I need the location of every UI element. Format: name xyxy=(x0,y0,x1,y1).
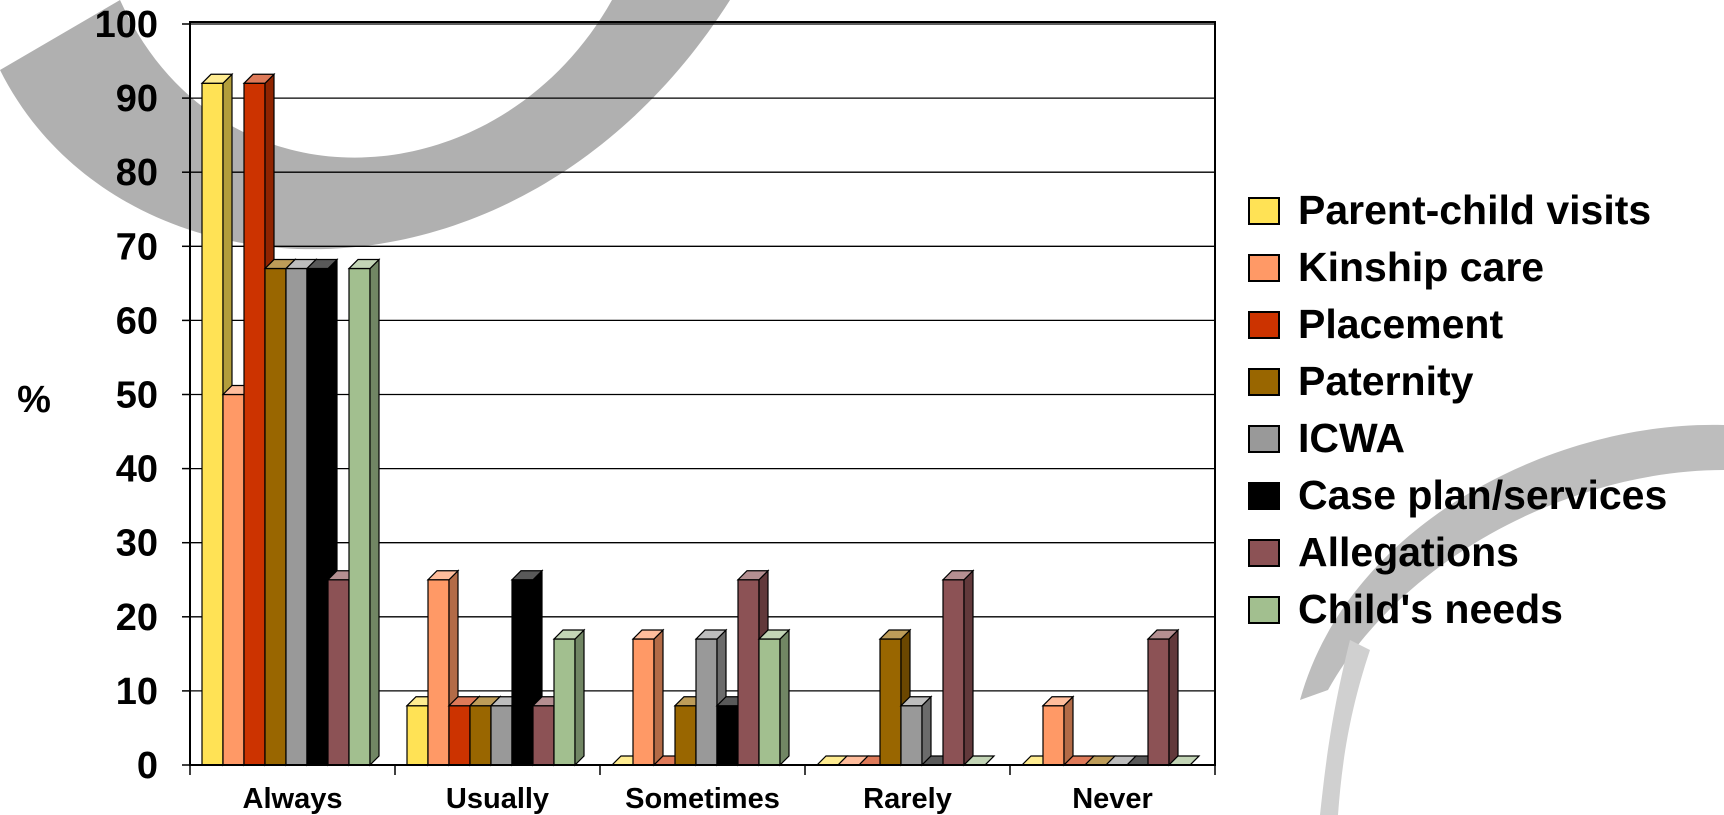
legend-label: Case plan/services xyxy=(1298,472,1668,518)
x-tick-label: Sometimes xyxy=(625,783,780,815)
x-tick-label: Rarely xyxy=(863,783,952,815)
bar xyxy=(1041,695,1075,767)
x-tick-labels: Always Usually Sometimes Rarely Never xyxy=(243,783,1153,815)
y-tick-label: 20 xyxy=(116,597,158,639)
legend-item: Child's needs xyxy=(1248,581,1667,638)
y-tick-label: 60 xyxy=(116,300,158,342)
y-tick-label: 80 xyxy=(116,152,158,194)
legend-label: Allegations xyxy=(1298,529,1519,575)
bar xyxy=(347,258,381,767)
legend-label: Kinship care xyxy=(1298,244,1545,290)
bars xyxy=(200,72,1201,767)
legend-item: Paternity xyxy=(1248,353,1667,410)
legend-swatch xyxy=(1248,310,1280,339)
y-tick-label: 50 xyxy=(116,375,158,417)
y-tick-label: 30 xyxy=(116,523,158,565)
legend-swatch xyxy=(1248,424,1280,453)
y-tick-label: 90 xyxy=(116,78,158,120)
legend-swatch xyxy=(1248,196,1280,225)
legend-swatch xyxy=(1248,367,1280,396)
y-tick-label: 40 xyxy=(116,449,158,491)
bar xyxy=(552,628,586,767)
y-tick-label: 10 xyxy=(116,671,158,713)
legend-item: Parent-child visits xyxy=(1248,182,1667,239)
bar xyxy=(631,628,665,767)
y-tick-label: 70 xyxy=(116,226,158,268)
bar xyxy=(941,569,975,767)
bar xyxy=(899,695,933,767)
legend-item: ICWA xyxy=(1248,410,1667,467)
bar xyxy=(1146,628,1180,767)
legend-item: Kinship care xyxy=(1248,239,1667,296)
legend: Parent-child visits Kinship care Placement… xyxy=(1248,182,1667,638)
legend-item: Allegations xyxy=(1248,524,1667,581)
legend-swatch xyxy=(1248,538,1280,567)
legend-swatch xyxy=(1248,481,1280,510)
y-tick-label: 0 xyxy=(137,745,158,787)
legend-label: Child's needs xyxy=(1298,586,1563,632)
x-tick-label: Always xyxy=(243,783,343,815)
legend-swatch xyxy=(1248,253,1280,282)
legend-label: Paternity xyxy=(1298,358,1474,404)
legend-swatch xyxy=(1248,595,1280,624)
legend-item: Case plan/services xyxy=(1248,467,1667,524)
bar xyxy=(757,628,791,767)
legend-label: Parent-child visits xyxy=(1298,187,1652,233)
y-tick-label: 100 xyxy=(95,4,158,46)
axes xyxy=(189,22,1216,775)
y-axis-label: % xyxy=(17,379,51,421)
legend-label: ICWA xyxy=(1298,415,1406,461)
y-tick-labels: 0 10 20 30 40 50 60 70 80 90 100 xyxy=(95,4,190,787)
legend-item: Placement xyxy=(1248,296,1667,353)
x-tick-label: Never xyxy=(1072,783,1153,815)
legend-label: Placement xyxy=(1298,301,1504,347)
x-tick-label: Usually xyxy=(446,783,549,815)
